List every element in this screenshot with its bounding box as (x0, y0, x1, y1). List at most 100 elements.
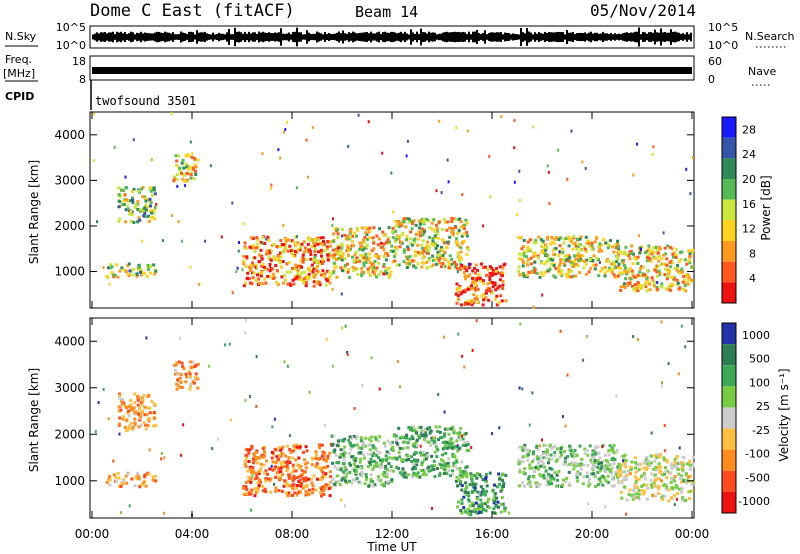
nsky-sample (454, 31, 456, 43)
echo-cell (126, 273, 130, 276)
echo-cell (184, 380, 188, 384)
nsky-sample (110, 32, 112, 42)
echo-cell (255, 456, 259, 460)
echo-cell (608, 467, 612, 471)
echo-cell (326, 457, 330, 461)
nsky-sample (456, 32, 458, 42)
echo-cell (593, 461, 597, 464)
echo-cell (613, 458, 617, 462)
echo-cell (290, 456, 294, 460)
echo-cell (327, 240, 331, 244)
echo-cell (591, 455, 594, 459)
nsky-sample (632, 32, 634, 42)
echo-cell (329, 239, 333, 243)
echo-cell (278, 261, 282, 264)
echo-cell (526, 247, 530, 250)
echo-cell (411, 475, 415, 479)
echo-cell (333, 482, 337, 486)
echo-cell (349, 448, 353, 452)
echo-cell (650, 276, 654, 280)
echo-cell (575, 476, 579, 480)
nsky-sample (278, 32, 280, 42)
echo-cell (525, 273, 529, 277)
echo-cell (603, 274, 607, 278)
nsky-sample (348, 32, 350, 42)
echo-cell (133, 205, 137, 209)
colorbar-tick-label: 28 (742, 123, 756, 136)
echo-cell (348, 231, 352, 235)
echo-cell (500, 115, 503, 119)
nsky-sample (320, 33, 322, 41)
echo-cell (567, 270, 571, 274)
echo-cell (666, 244, 670, 248)
echo-cell (357, 446, 361, 450)
echo-cell (667, 499, 671, 503)
echo-cell (145, 274, 149, 278)
nsky-sample (418, 33, 420, 41)
echo-cell (265, 237, 268, 241)
echo-cell (461, 225, 465, 229)
echo-cell (422, 470, 426, 474)
echo-cell (372, 464, 376, 468)
echo-cell (244, 453, 248, 457)
echo-cell (92, 112, 95, 116)
echo-cell (261, 235, 265, 239)
echo-cell (565, 275, 569, 279)
echo-cell (432, 467, 436, 471)
echo-cell (616, 243, 620, 247)
echo-cell (235, 270, 238, 274)
echo-cell (527, 270, 531, 274)
echo-cell (473, 474, 477, 478)
x-tick-label: 00:00 (675, 527, 710, 541)
echo-cell (328, 451, 332, 455)
echo-cell (675, 247, 679, 251)
echo-cell (406, 441, 410, 445)
echo-cell (394, 237, 398, 241)
nsky-sample (672, 31, 674, 43)
echo-cell (247, 460, 251, 463)
echo-cell (513, 180, 516, 184)
echo-cell (293, 447, 297, 451)
echo-cell (684, 481, 688, 485)
echo-cell (526, 258, 530, 262)
echo-cell (494, 288, 498, 292)
echo-cell (636, 289, 640, 293)
echo-cell (462, 232, 466, 236)
echo-cell (285, 239, 288, 243)
echo-cell (170, 214, 173, 217)
echo-cell (475, 297, 479, 301)
echo-cell (394, 456, 398, 460)
echo-cell (642, 474, 646, 478)
nsky-sample (176, 34, 178, 40)
echo-cell (187, 369, 191, 373)
echo-cell (526, 263, 529, 267)
echo-cell (456, 505, 460, 509)
echo-cell (399, 240, 403, 244)
velocity-colorbar-label: Velocity [m s⁻¹] (777, 368, 791, 461)
nsky-sample (566, 29, 568, 45)
echo-cell (357, 113, 360, 117)
echo-cell (423, 431, 427, 435)
echo-cell (540, 455, 544, 458)
echo-cell (418, 226, 422, 230)
echo-cell (339, 453, 343, 457)
echo-cell (535, 271, 539, 275)
echo-cell (571, 274, 575, 278)
nsky-sample (372, 33, 374, 41)
echo-cell (501, 274, 504, 278)
echo-cell (133, 484, 137, 488)
echo-cell (513, 146, 516, 150)
echo-cell (184, 372, 188, 376)
echo-cell (651, 246, 655, 250)
echo-cell (561, 483, 565, 487)
echo-cell (360, 446, 364, 450)
echo-cell (658, 455, 661, 459)
echo-cell (420, 250, 424, 254)
echo-cell (544, 469, 548, 473)
echo-cell (678, 461, 682, 465)
echo-cell (426, 453, 430, 457)
echo-cell (645, 289, 649, 293)
echo-cell (367, 484, 371, 488)
echo-cell (343, 257, 347, 261)
echo-cell (288, 282, 292, 286)
